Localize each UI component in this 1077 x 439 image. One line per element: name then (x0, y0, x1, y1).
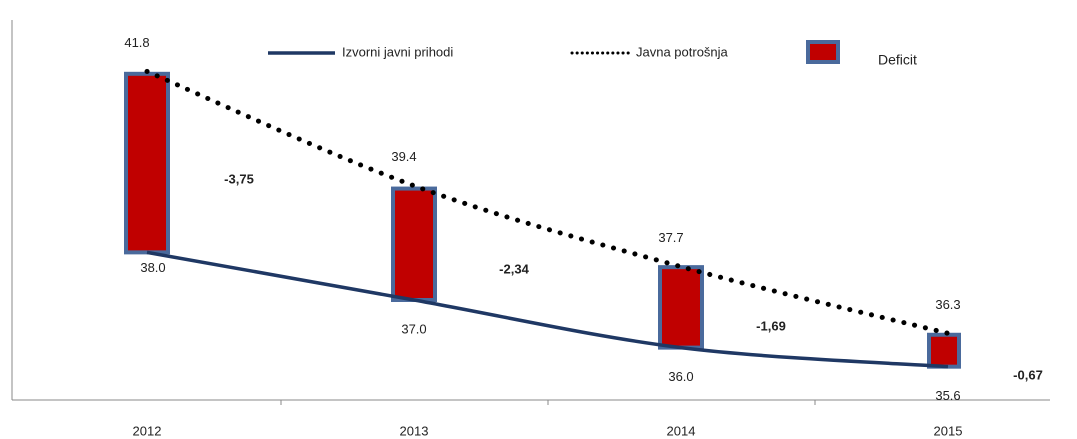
spending-label: 37.7 (658, 230, 683, 245)
deficit-bar (927, 332, 961, 369)
deficit-bar (391, 186, 437, 302)
deficit-label: -3,75 (224, 171, 254, 186)
spending-label: 36.3 (935, 297, 960, 312)
deficit-label: -1,69 (756, 318, 786, 333)
x-tick-label: 2012 (133, 423, 162, 438)
spending-label: 39.4 (391, 149, 416, 164)
revenue-label: 37.0 (401, 321, 426, 336)
x-tick-label: 2013 (400, 423, 429, 438)
legend-label: Deficit (878, 52, 917, 68)
legend-label: Javna potrošnja (636, 44, 729, 59)
revenue-label: 36.0 (668, 369, 693, 384)
deficit-bar (658, 265, 704, 350)
revenue-label: 35.6 (935, 388, 960, 403)
deficit-label: -2,34 (499, 261, 529, 276)
x-tick-label: 2015 (934, 423, 963, 438)
line-1 (144, 68, 951, 336)
deficit-label: -0,67 (1013, 367, 1043, 382)
deficit-bar (124, 71, 170, 255)
legend-label: Izvorni javni prihodi (342, 44, 453, 59)
revenue-label: 38.0 (140, 260, 165, 275)
spending-label: 41.8 (124, 35, 149, 50)
legend-swatch (806, 40, 840, 64)
line-0 (146, 250, 949, 369)
x-tick-label: 2014 (667, 423, 696, 438)
